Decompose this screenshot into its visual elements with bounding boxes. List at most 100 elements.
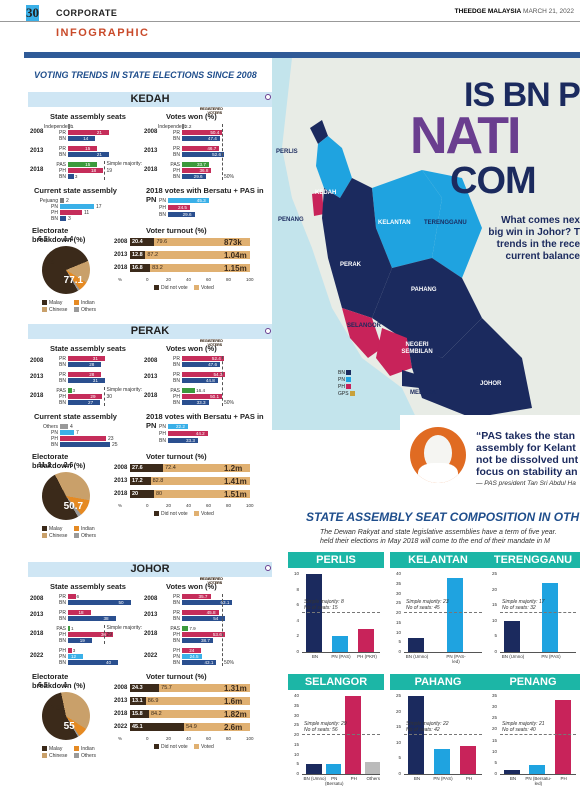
simple-majority-value: 19 — [106, 168, 113, 174]
turnout-heading: Voter turnout (%) — [146, 452, 207, 461]
turnout-voted: 72.4 — [163, 464, 250, 472]
bersatu-party-label: PN — [159, 424, 166, 430]
votes-party-label: PR — [173, 594, 180, 600]
seats-bar — [68, 626, 70, 631]
legend-label: Chinese — [49, 307, 68, 313]
y-tick: 10 — [491, 748, 497, 754]
turnout-voted: 84.2 — [148, 710, 250, 718]
bersatu-value: 22.2 — [175, 424, 185, 429]
seats-bar-value: 28 — [89, 372, 95, 377]
turnout-axis-tick: 0 — [146, 277, 149, 282]
x-category-label: PH — [560, 776, 567, 781]
seat-chart-pahang: PAHANG 25 20 15 10 5 0 BN PN (PAS) PH Simple major… — [390, 674, 486, 792]
portrait-body-icon — [418, 463, 458, 483]
seat-bar — [325, 764, 341, 774]
y-tick: 4 — [296, 617, 299, 623]
votes-party-label: BN — [173, 400, 180, 406]
map-label-kedah: KEDAH — [315, 190, 337, 196]
seats-majority-line — [104, 161, 106, 180]
seats-party-label: BN — [59, 638, 66, 644]
y-tick: 40 — [293, 693, 299, 698]
map-label-negeri-sembilan: NEGERI SEMBILAN — [401, 342, 433, 355]
seat-chart-title: PERLIS — [288, 552, 384, 568]
majority-label: Simple majority: 29 — [304, 720, 347, 727]
seats-party-label: PH — [59, 632, 66, 638]
turnout-bar: 27.6 72.4 — [130, 464, 250, 472]
portrait-avatar — [410, 427, 466, 483]
turnout-voted: 87.2 — [145, 251, 250, 259]
turnout-axis-tick: 100 — [246, 736, 254, 741]
perak-fifty-line — [222, 356, 223, 406]
electorate-heading: Electorate breakdown (%) — [32, 452, 86, 470]
turnout-year: 2008 — [114, 239, 128, 245]
votes-bar — [182, 616, 226, 621]
y-tick: 15 — [491, 737, 497, 743]
current-value: 2 — [66, 198, 69, 204]
seats-bar — [68, 600, 131, 605]
current-party-label: PN — [51, 204, 58, 210]
seat-bar — [306, 764, 322, 774]
votes-party-label: BN — [173, 136, 180, 142]
legend-swatch — [194, 744, 199, 750]
votes-year: 2013 — [144, 374, 158, 380]
electorate-heading: Electorate breakdown (%) — [32, 672, 86, 690]
legend-label: Others — [81, 753, 97, 759]
registered-voters-value: 1.82m — [224, 710, 247, 719]
seats-bar-value: 27 — [88, 400, 94, 405]
turnout-axis-tick: 100 — [246, 503, 254, 508]
turnout-bar: 12.8 87.2 — [130, 251, 250, 259]
infographic-label: INFOGRAPHIC — [56, 27, 150, 39]
headline-line2: NATI — [410, 107, 521, 165]
y-tick: 5 — [494, 759, 497, 765]
current-value: 7 — [76, 430, 79, 436]
majority-line — [500, 733, 576, 735]
turnout-year: 2008 — [114, 685, 128, 691]
seats-bar-value: 1 — [71, 626, 74, 631]
perak-panel: PERAK State assembly seats Votes won (%) 20… — [28, 324, 272, 560]
votes-bar-value: 38.7 — [200, 638, 210, 643]
region-penang — [312, 192, 324, 216]
turnout-legend-did-not-vote: Did not vote — [154, 511, 188, 517]
y-tick: 0 — [494, 771, 497, 776]
seats-heading: State assembly seats — [50, 112, 126, 121]
current-heading: Current state assembly — [34, 412, 117, 421]
bersatu-party-label: BN — [159, 212, 166, 218]
pie-malay-value: 50.7 — [63, 500, 84, 512]
votes-bar-value: 52.4 — [211, 356, 221, 361]
pie-indian-value: 6.5 — [38, 236, 48, 243]
current-bar — [60, 436, 106, 441]
pie-malay-value: 55 — [63, 720, 75, 732]
current-bar — [60, 204, 94, 209]
seats-count-label: No of seats: 40 — [502, 726, 536, 733]
turnout-did-not-vote: 15.8 — [130, 710, 149, 718]
johor-panel: JOHOR State assembly seats Votes won (%) 20… — [28, 562, 272, 794]
turnout-year: 2018 — [114, 711, 128, 717]
votes-bar — [182, 130, 223, 135]
seats-bar-value: 28 — [89, 362, 95, 367]
connector-dot — [265, 94, 271, 100]
y-tick: 10 — [395, 739, 401, 745]
legend-swatch — [42, 307, 47, 313]
votes-bar — [182, 660, 217, 665]
seats-bar — [68, 400, 101, 405]
headline-line1: IS BN PO — [464, 76, 580, 114]
y-tick: 10 — [293, 571, 299, 576]
map-legend: BN PN PH GPS — [338, 370, 357, 398]
registered-voters-value: 1.04m — [224, 251, 247, 260]
seat-bar — [332, 636, 348, 652]
seats-bar — [68, 356, 105, 361]
turnout-axis-tick: 40 — [186, 277, 192, 282]
x-category-label: BN (Umno) — [501, 654, 525, 659]
bersatu-bar — [168, 212, 195, 217]
votes-year: 2018 — [144, 393, 158, 399]
turnout-bar: 20.4 79.6 — [130, 238, 250, 246]
legend-swatch — [42, 753, 47, 759]
seat-bar — [504, 620, 520, 652]
seats-bar-value: 31 — [92, 378, 98, 383]
x-axis-line — [302, 652, 380, 653]
y-tick: 20 — [491, 726, 497, 732]
map-label-pahang: PAHANG — [411, 287, 437, 293]
legend-swatch — [74, 753, 79, 759]
seats-bar — [68, 616, 116, 621]
x-category-label: BN — [509, 776, 517, 781]
